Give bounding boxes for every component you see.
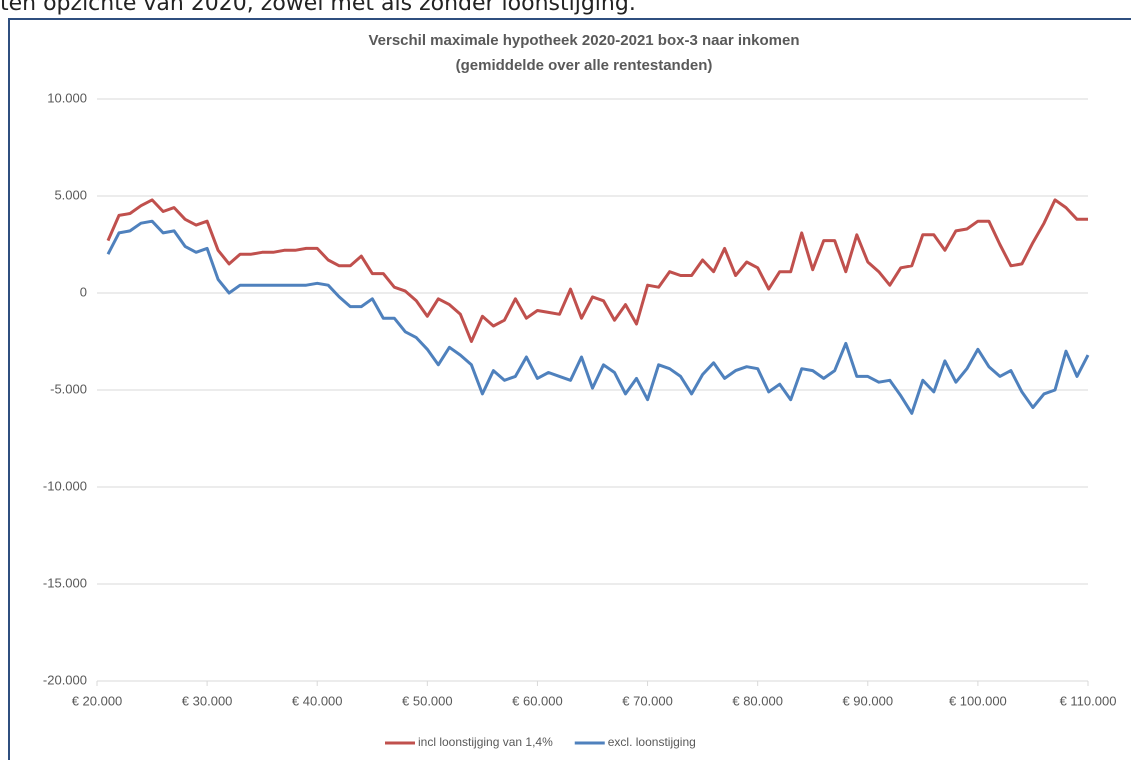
x-tick-label: € 50.000 — [402, 693, 453, 708]
caption: ten opzichte van 2020, zowel met als zon… — [0, 0, 636, 16]
x-tick-label: € 20.000 — [72, 693, 123, 708]
x-tick-label: € 100.000 — [949, 693, 1007, 708]
x-tick-label: € 30.000 — [182, 693, 233, 708]
x-tick-label: € 80.000 — [732, 693, 783, 708]
legend-label: excl. loonstijging — [608, 735, 696, 749]
y-tick-label: -10.000 — [43, 478, 87, 493]
line-series — [106, 198, 1088, 343]
chart-frame — [8, 18, 1131, 760]
x-tick-label: € 90.000 — [842, 693, 893, 708]
chart-title: Verschil maximale hypotheek 2020-2021 bo… — [368, 32, 799, 49]
line-series — [106, 219, 1090, 415]
y-tick-label: -5.000 — [50, 381, 87, 396]
x-tick-label: € 70.000 — [622, 693, 673, 708]
y-tick-label: 5.000 — [54, 187, 87, 202]
y-tick-label: 0 — [80, 284, 87, 299]
x-tick-label: € 110.000 — [1060, 693, 1117, 708]
legend-label: incl loonstijging van 1,4% — [418, 735, 553, 749]
y-tick-label: -15.000 — [43, 575, 87, 590]
chart-subtitle: (gemiddelde over alle rentestanden) — [456, 57, 713, 74]
x-tick-label: € 60.000 — [512, 693, 563, 708]
x-tick-label: € 40.000 — [292, 693, 343, 708]
y-tick-label: 10.000 — [47, 90, 87, 105]
y-tick-label: -20.000 — [43, 672, 87, 687]
